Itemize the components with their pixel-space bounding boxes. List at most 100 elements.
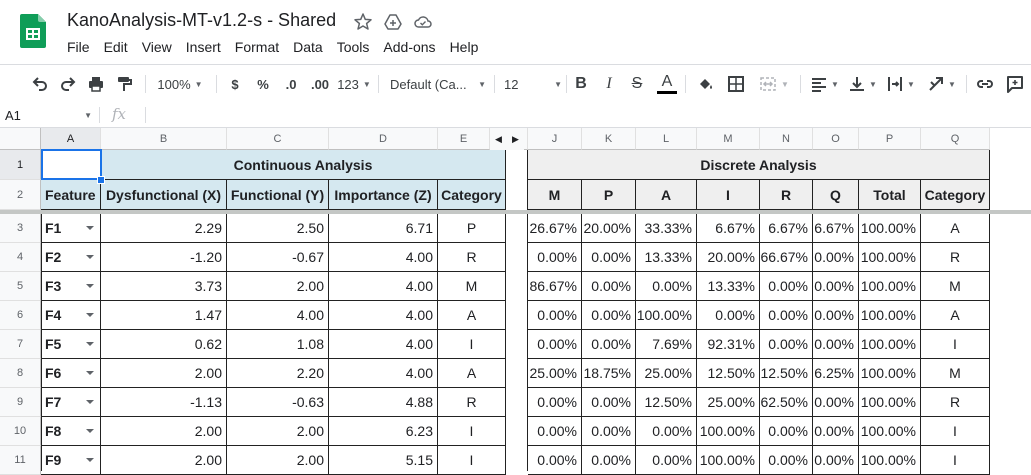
column-header-k[interactable]: K [582,128,636,150]
row-header-8[interactable]: 8 [0,359,41,388]
header-discrete-category[interactable]: Category [921,180,990,210]
discrete-analysis-header[interactable]: Discrete Analysis [528,150,990,180]
discrete-cell-total[interactable]: 100.00% [859,301,921,330]
feature-cell[interactable]: F5 [41,330,101,359]
discrete-cell-total[interactable]: 100.00% [859,417,921,446]
row-header-3[interactable]: 3 [0,214,41,243]
discrete-cell-total[interactable]: 100.00% [859,388,921,417]
row-header-11[interactable]: 11 [0,446,41,475]
discrete-cell-q[interactable]: 0.00% [813,301,859,330]
discrete-cell-i[interactable]: 0.00% [697,301,760,330]
discrete-cell-i[interactable]: 25.00% [697,388,760,417]
functional-cell[interactable]: 2.00 [227,272,329,301]
menu-file[interactable]: File [67,39,90,55]
sheets-logo-icon[interactable] [20,14,46,48]
header-discrete-q[interactable]: Q [813,180,859,210]
importance-cell[interactable]: 4.00 [329,243,438,272]
discrete-cell-i[interactable]: 13.33% [697,272,760,301]
dropdown-chevron-icon[interactable] [86,342,94,346]
zoom-select[interactable]: 100% ▼ [157,76,203,92]
percent-format-button[interactable]: % [257,76,269,92]
discrete-cell-m[interactable]: 0.00% [528,330,582,359]
menu-add-ons[interactable]: Add-ons [383,39,436,55]
dysfunctional-cell[interactable]: 3.73 [101,272,227,301]
discrete-cell-q[interactable]: 6.25% [813,359,859,388]
functional-cell[interactable]: 2.20 [227,359,329,388]
more-formats-select[interactable]: 123 ▼ [337,76,371,92]
row-header-2[interactable]: 2 [0,180,41,210]
discrete-cell-m[interactable]: 0.00% [528,388,582,417]
dropdown-chevron-icon[interactable] [86,429,94,433]
discrete-cell-p[interactable]: 0.00% [582,243,636,272]
discrete-cell-r[interactable]: 0.00% [760,272,813,301]
dysfunctional-cell[interactable]: 1.47 [101,301,227,330]
discrete-cell-r[interactable]: 0.00% [760,417,813,446]
importance-cell[interactable]: 6.71 [329,214,438,243]
redo-icon[interactable] [56,65,80,103]
header-discrete-m[interactable]: M [528,180,582,210]
borders-icon[interactable] [725,65,747,103]
discrete-cell-r[interactable]: 0.00% [760,301,813,330]
dysfunctional-cell[interactable]: -1.20 [101,243,227,272]
paint-format-icon[interactable] [112,65,136,103]
insert-link-icon[interactable] [974,65,996,103]
discrete-cell-total[interactable]: 100.00% [859,359,921,388]
column-header-a[interactable]: A [41,128,101,150]
document-title[interactable]: KanoAnalysis-MT-v1.2-s - Shared [67,10,337,30]
header-category[interactable]: Category [438,180,506,210]
menu-data[interactable]: Data [293,39,323,55]
functional-cell[interactable]: -0.63 [227,388,329,417]
menu-tools[interactable]: Tools [336,39,370,55]
discrete-cell-p[interactable]: 0.00% [582,301,636,330]
header-discrete-i[interactable]: I [697,180,760,210]
header-feature[interactable]: Feature [41,180,101,210]
currency-format-button[interactable]: $ [231,76,239,92]
discrete-cell-r[interactable]: 12.50% [760,359,813,388]
importance-cell[interactable]: 6.23 [329,417,438,446]
column-header-d[interactable]: D [329,128,438,150]
functional-cell[interactable]: 4.00 [227,301,329,330]
selected-cell-a1[interactable] [41,149,102,180]
discrete-cell-i[interactable]: 6.67% [697,214,760,243]
discrete-cell-total[interactable]: 100.00% [859,243,921,272]
discrete-cell-category[interactable]: M [921,359,990,388]
column-header-m[interactable]: M [697,128,760,150]
discrete-cell-m[interactable]: 0.00% [528,243,582,272]
column-header-j[interactable]: J [528,128,582,150]
fill-color-icon[interactable] [695,65,717,103]
discrete-cell-q[interactable]: 0.00% [813,417,859,446]
dropdown-chevron-icon[interactable] [86,371,94,375]
functional-cell[interactable]: 2.50 [227,214,329,243]
move-to-drive-icon[interactable] [383,12,403,32]
functional-cell[interactable]: 1.08 [227,330,329,359]
continuous-analysis-header[interactable]: Continuous Analysis [101,150,506,180]
discrete-cell-category[interactable]: M [921,272,990,301]
importance-cell[interactable]: 4.00 [329,272,438,301]
discrete-cell-m[interactable]: 86.67% [528,272,582,301]
discrete-cell-total[interactable]: 100.00% [859,214,921,243]
text-rotation-icon[interactable]: ▼ [924,65,960,103]
fill-handle[interactable] [97,176,105,184]
discrete-cell-total[interactable]: 100.00% [859,330,921,359]
dropdown-chevron-icon[interactable] [86,284,94,288]
name-box[interactable]: A1 ▼ [5,107,92,123]
strikethrough-button[interactable]: S [631,75,643,92]
select-all-corner[interactable] [0,128,41,150]
header-dysfunctional-x[interactable]: Dysfunctional (X) [101,180,227,210]
row-header-10[interactable]: 10 [0,417,41,446]
category-cell[interactable]: R [438,243,506,272]
importance-cell[interactable]: 4.00 [329,330,438,359]
header-discrete-r[interactable]: R [760,180,813,210]
discrete-cell-r[interactable]: 62.50% [760,388,813,417]
arrow-left-icon[interactable]: ◀ [495,133,502,144]
row-header-5[interactable]: 5 [0,272,41,301]
column-header-b[interactable]: B [101,128,227,150]
feature-cell[interactable]: F3 [41,272,101,301]
column-header-n[interactable]: N [760,128,813,150]
discrete-cell-m[interactable]: 25.00% [528,359,582,388]
row-header-9[interactable]: 9 [0,388,41,417]
importance-cell[interactable]: 4.00 [329,301,438,330]
discrete-cell-a[interactable]: 0.00% [636,272,697,301]
functional-cell[interactable]: 2.00 [227,417,329,446]
discrete-cell-a[interactable]: 0.00% [636,417,697,446]
